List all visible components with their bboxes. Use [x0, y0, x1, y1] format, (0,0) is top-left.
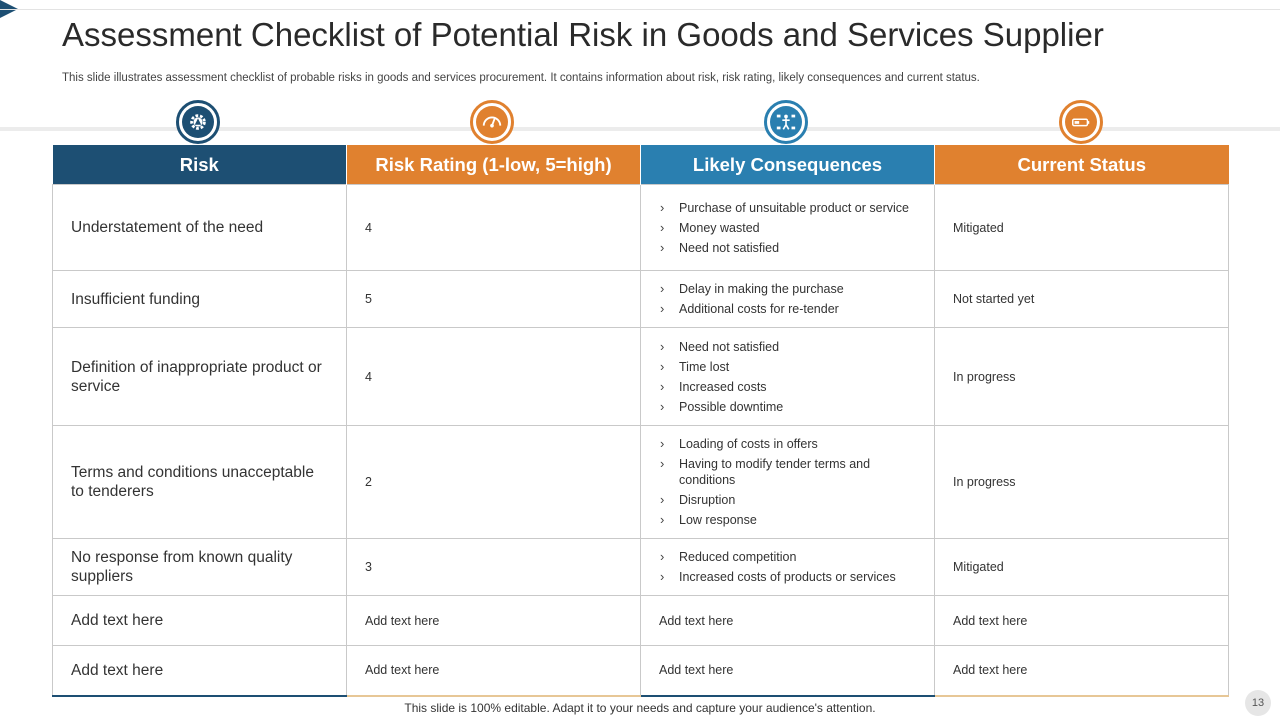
consequence-item: Additional costs for re-tender [659, 301, 918, 317]
rating-cell: 3 [346, 538, 641, 596]
rating-cell: 5 [346, 270, 641, 328]
rating-column-badge [470, 100, 514, 144]
status-cell: Mitigated [934, 538, 1229, 596]
consequence-item: Possible downtime [659, 399, 918, 415]
top-divider [0, 9, 1280, 10]
gear-warning-icon [182, 106, 214, 138]
table-row: No response from known quality suppliers… [52, 538, 1229, 596]
consequences-cell: Delay in making the purchase Additional … [640, 270, 935, 328]
consequence-item: Time lost [659, 359, 918, 375]
consequence-item: Purchase of unsuitable product or servic… [659, 200, 918, 216]
risk-cell: Insufficient funding [52, 270, 347, 328]
consequences-cell: Add text here [640, 645, 935, 697]
table-row: Terms and conditions unacceptable to ten… [52, 425, 1229, 539]
table-header-row: Risk Risk Rating (1-low, 5=high) Likely … [52, 145, 1229, 185]
person-network-icon [770, 106, 802, 138]
status-cell: Add text here [934, 595, 1229, 646]
consequence-list: Purchase of unsuitable product or servic… [659, 200, 918, 256]
header-divider [0, 127, 1280, 131]
consequence-item: Loading of costs in offers [659, 436, 918, 452]
risk-cell: Terms and conditions unacceptable to ten… [52, 425, 347, 539]
status-cell: Not started yet [934, 270, 1229, 328]
status-cell: Add text here [934, 645, 1229, 697]
consequence-list: Loading of costs in offers Having to mod… [659, 436, 918, 528]
footer-note: This slide is 100% editable. Adapt it to… [404, 701, 876, 715]
risk-column-badge [176, 100, 220, 144]
consequence-item: Money wasted [659, 220, 918, 236]
slide-subtitle: This slide illustrates assessment checkl… [62, 72, 980, 84]
consequences-cell: Loading of costs in offers Having to mod… [640, 425, 935, 539]
table-row: Definition of inappropriate product or s… [52, 327, 1229, 426]
risk-cell: Add text here [52, 595, 347, 646]
risk-cell: Definition of inappropriate product or s… [52, 327, 347, 426]
header-current-status: Current Status [934, 145, 1229, 185]
risk-cell: Understatement of the need [52, 184, 347, 271]
slide-title: Assessment Checklist of Potential Risk i… [62, 16, 1104, 53]
risk-cell: Add text here [52, 645, 347, 697]
rating-cell: 4 [346, 327, 641, 426]
rating-cell: 2 [346, 425, 641, 539]
consequence-item: Low response [659, 512, 918, 528]
rating-cell: Add text here [346, 645, 641, 697]
consequences-column-badge [764, 100, 808, 144]
header-risk: Risk [52, 145, 347, 185]
consequence-item: Disruption [659, 492, 918, 508]
consequences-cell: Purchase of unsuitable product or servic… [640, 184, 935, 271]
consequences-cell: Add text here [640, 595, 935, 646]
risk-cell: No response from known quality suppliers [52, 538, 347, 596]
page-number: 13 [1245, 690, 1271, 716]
status-cell: In progress [934, 327, 1229, 426]
consequence-list: Need not satisfied Time lost Increased c… [659, 339, 918, 415]
rating-cell: Add text here [346, 595, 641, 646]
consequence-item: Having to modify tender terms and condit… [659, 456, 918, 488]
battery-low-icon [1065, 106, 1097, 138]
consequence-item: Increased costs [659, 379, 918, 395]
consequence-item: Increased costs of products or services [659, 569, 918, 585]
table-row: Add text here Add text here Add text her… [52, 595, 1229, 646]
consequence-item: Need not satisfied [659, 339, 918, 355]
rating-cell: 4 [346, 184, 641, 271]
status-cell: Mitigated [934, 184, 1229, 271]
speedometer-icon [476, 106, 508, 138]
table-row: Insufficient funding 5 Delay in making t… [52, 270, 1229, 328]
consequences-cell: Reduced competition Increased costs of p… [640, 538, 935, 596]
header-risk-rating: Risk Rating (1-low, 5=high) [346, 145, 641, 185]
consequence-item: Reduced competition [659, 549, 918, 565]
header-likely-consequences: Likely Consequences [640, 145, 935, 185]
status-cell: In progress [934, 425, 1229, 539]
status-column-badge [1059, 100, 1103, 144]
table-row: Understatement of the need 4 Purchase of… [52, 184, 1229, 271]
consequence-item: Delay in making the purchase [659, 281, 918, 297]
table-row: Add text here Add text here Add text her… [52, 645, 1229, 697]
consequence-list: Reduced competition Increased costs of p… [659, 549, 918, 585]
consequence-item: Need not satisfied [659, 240, 918, 256]
consequences-cell: Need not satisfied Time lost Increased c… [640, 327, 935, 426]
risk-checklist-table: Risk Risk Rating (1-low, 5=high) Likely … [52, 145, 1229, 697]
consequence-list: Delay in making the purchase Additional … [659, 281, 918, 317]
